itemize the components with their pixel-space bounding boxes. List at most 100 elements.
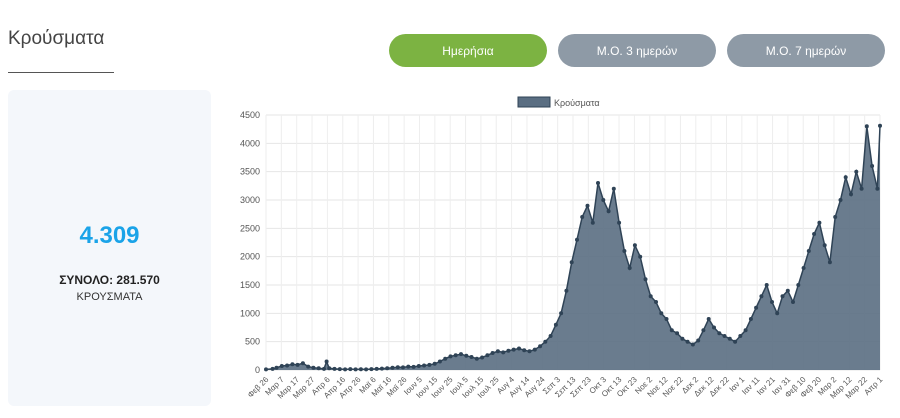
cases-unit-label: ΚΡΟΥΣΜΑΤΑ bbox=[76, 291, 143, 303]
legend-label: Κρούσματα bbox=[554, 98, 600, 108]
data-point bbox=[270, 366, 275, 371]
data-point bbox=[870, 164, 875, 168]
data-point bbox=[827, 260, 832, 265]
data-point bbox=[532, 347, 537, 352]
data-point bbox=[849, 192, 853, 197]
y-tick-label: 2000 bbox=[240, 252, 260, 262]
data-point bbox=[306, 364, 311, 369]
data-point bbox=[701, 328, 706, 333]
data-point bbox=[669, 328, 674, 333]
data-point bbox=[843, 175, 848, 180]
data-point bbox=[469, 355, 474, 359]
data-point bbox=[812, 232, 817, 236]
data-point bbox=[311, 365, 316, 370]
data-point bbox=[791, 300, 795, 304]
data-point bbox=[743, 328, 748, 333]
data-point bbox=[327, 366, 332, 371]
data-point bbox=[780, 294, 785, 299]
data-point bbox=[432, 361, 437, 366]
data-point bbox=[833, 215, 838, 219]
data-point bbox=[590, 220, 595, 225]
data-point bbox=[643, 277, 648, 282]
data-point bbox=[764, 283, 769, 287]
data-point bbox=[453, 353, 458, 358]
data-point bbox=[385, 366, 390, 371]
data-point bbox=[806, 249, 811, 253]
data-point bbox=[501, 350, 506, 355]
data-point bbox=[611, 186, 616, 191]
tab-daily[interactable]: Ημερήσια bbox=[389, 34, 547, 67]
tab-7day-average[interactable]: Μ.Ο. 7 ημερών bbox=[727, 34, 885, 67]
data-point bbox=[511, 347, 516, 352]
data-point bbox=[569, 260, 574, 265]
data-point bbox=[300, 361, 305, 366]
tab-3day-average[interactable]: Μ.Ο. 3 ημερών bbox=[558, 34, 716, 67]
data-point bbox=[411, 364, 416, 369]
data-point bbox=[722, 334, 727, 338]
y-tick-label: 4500 bbox=[240, 110, 260, 120]
data-point bbox=[606, 209, 611, 214]
data-point bbox=[585, 203, 590, 208]
data-point bbox=[416, 364, 421, 368]
data-point bbox=[374, 366, 379, 371]
total-cases-label: ΣΥΝΟΛΟ: 281.570 bbox=[59, 273, 160, 287]
data-point bbox=[675, 331, 680, 336]
data-point bbox=[596, 181, 600, 185]
data-point bbox=[443, 356, 448, 361]
data-point bbox=[822, 243, 827, 248]
data-point bbox=[485, 353, 490, 358]
data-point bbox=[322, 366, 326, 371]
data-point bbox=[801, 266, 806, 270]
data-point bbox=[854, 169, 859, 174]
data-point bbox=[490, 351, 495, 355]
data-point bbox=[785, 288, 790, 293]
data-point bbox=[548, 334, 553, 338]
data-point bbox=[332, 366, 337, 371]
data-point bbox=[422, 363, 427, 368]
y-tick-label: 2500 bbox=[240, 223, 260, 233]
data-point bbox=[437, 359, 442, 364]
page-title: Κρούσματα bbox=[8, 28, 105, 49]
data-point bbox=[770, 300, 774, 304]
data-point bbox=[575, 237, 579, 242]
data-point bbox=[448, 354, 453, 359]
title-divider bbox=[8, 72, 114, 73]
data-point bbox=[759, 294, 764, 299]
x-tick-label: Απρ 1 bbox=[862, 375, 884, 397]
data-point bbox=[754, 305, 759, 310]
data-point bbox=[517, 346, 521, 351]
data-point bbox=[285, 363, 290, 368]
data-point bbox=[464, 353, 469, 358]
data-point bbox=[775, 311, 780, 316]
data-point bbox=[696, 338, 701, 343]
cases-chart: 050010001500200025003000350040004500Φεβ … bbox=[240, 96, 885, 400]
data-point bbox=[664, 317, 669, 321]
data-point bbox=[580, 215, 585, 219]
cases-area bbox=[266, 125, 880, 370]
data-point bbox=[290, 362, 295, 367]
y-tick-label: 1000 bbox=[240, 308, 260, 318]
averaging-tabs: Ημερήσια Μ.Ο. 3 ημερών Μ.Ο. 7 ημερών bbox=[389, 34, 885, 67]
data-point bbox=[459, 352, 463, 357]
data-point bbox=[659, 311, 664, 316]
data-point bbox=[622, 249, 627, 253]
data-point bbox=[638, 254, 643, 259]
data-point bbox=[264, 367, 268, 372]
data-point bbox=[401, 365, 405, 370]
data-point bbox=[379, 366, 384, 371]
data-point bbox=[748, 317, 753, 321]
data-point bbox=[738, 334, 743, 338]
data-point bbox=[353, 367, 358, 372]
y-tick-label: 4000 bbox=[240, 138, 260, 148]
data-point bbox=[601, 198, 606, 202]
data-point bbox=[632, 243, 637, 248]
data-point bbox=[316, 366, 321, 371]
stat-card: 4.309 ΣΥΝΟΛΟ: 281.570 ΚΡΟΥΣΜΑΤΑ bbox=[8, 90, 211, 406]
data-point bbox=[864, 124, 869, 129]
data-point bbox=[527, 349, 532, 354]
y-tick-label: 3500 bbox=[240, 167, 260, 177]
data-point bbox=[480, 355, 485, 360]
data-point bbox=[727, 336, 732, 341]
legend-swatch bbox=[517, 96, 551, 108]
data-point bbox=[274, 365, 279, 370]
